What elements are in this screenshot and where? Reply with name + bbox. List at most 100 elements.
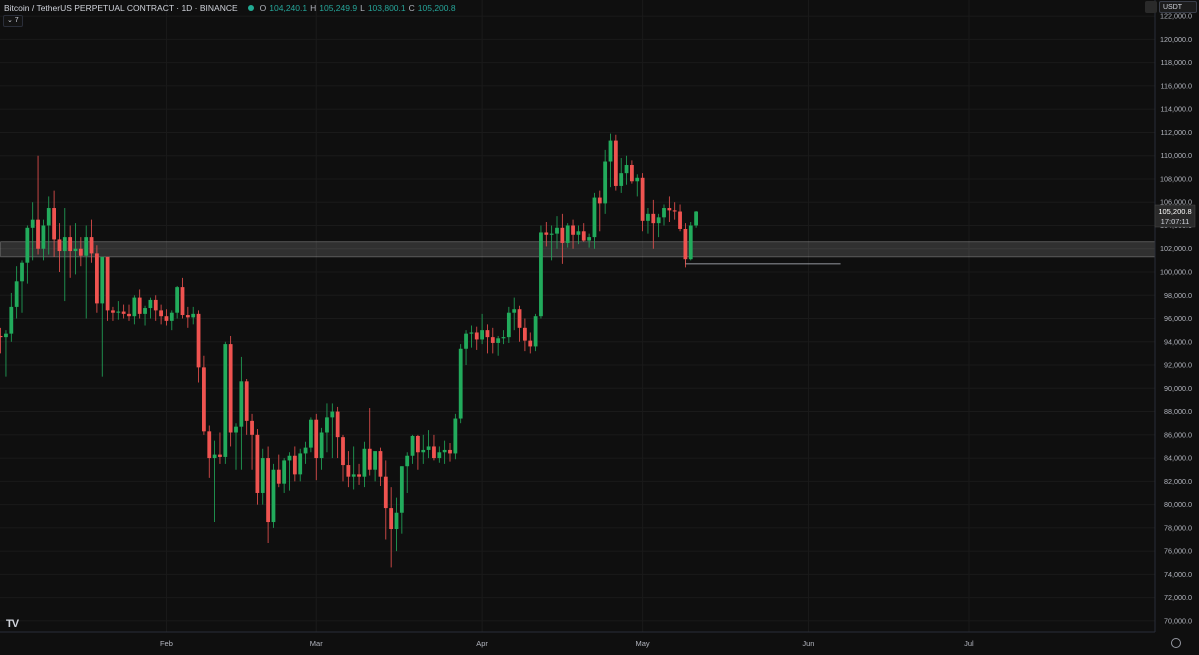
candle-body [341, 437, 345, 466]
candle-body [335, 411, 340, 438]
candle-body [576, 231, 581, 235]
candles [0, 133, 698, 568]
candle-body [314, 419, 319, 459]
price-axis-tick-label: 106,000.0 [1160, 198, 1192, 207]
candle-body [121, 311, 126, 314]
candle-body [153, 299, 158, 311]
candle-body [309, 419, 313, 448]
candle-body [319, 432, 324, 459]
candle-body [325, 417, 329, 433]
candle-body [30, 219, 35, 228]
candle-body [191, 313, 196, 318]
candle-body [453, 418, 458, 454]
candle-body [646, 213, 650, 221]
high-key: H [310, 3, 317, 13]
candle-body [223, 344, 228, 457]
candle-body [624, 165, 629, 174]
time-axis-tick-label: Mar [310, 639, 323, 648]
candle-body [52, 208, 56, 240]
candle-body [688, 225, 693, 260]
close-value: 105,200.8 [417, 3, 456, 13]
candle-body [185, 315, 190, 318]
candle-body [496, 338, 501, 343]
candle-body [694, 211, 698, 226]
candle-body [239, 381, 244, 427]
candle-body [298, 453, 303, 475]
last-price-value: 105,200.8 [1158, 207, 1191, 216]
candle-body [597, 197, 602, 204]
candle-body [672, 210, 677, 212]
candle-body [169, 312, 174, 321]
candle-body [490, 337, 495, 343]
candle-body [137, 297, 142, 314]
candle-body [560, 227, 565, 243]
candle-body [303, 447, 308, 454]
candle-body [9, 306, 14, 334]
symbol-header: Bitcoin / TetherUS PERPETUAL CONTRACT · … [4, 1, 456, 15]
candle-body [4, 333, 8, 338]
candle-body [501, 337, 506, 339]
candle-body [565, 225, 570, 243]
candle-body [399, 466, 404, 513]
candle-body [46, 208, 51, 226]
chart-gridlines [0, 0, 1155, 632]
candle-body [448, 449, 452, 454]
currency-selector[interactable]: USDT [1159, 1, 1197, 13]
candle-body [95, 253, 99, 304]
candle-body [159, 310, 163, 317]
time-axis-tick-label: Jul [964, 639, 974, 648]
candle-body [0, 335, 3, 338]
candle-body [619, 173, 624, 186]
candle-body [255, 434, 260, 493]
price-axis-tick-label: 84,000.0 [1164, 454, 1192, 463]
candle-body [207, 431, 212, 459]
price-axis-tick-label: 76,000.0 [1164, 547, 1192, 556]
candle-body [571, 225, 575, 235]
high-value: 105,249.9 [319, 3, 358, 13]
price-axis-tick-label: 96,000.0 [1164, 314, 1192, 323]
candle-body [100, 256, 105, 304]
time-axis[interactable]: Feb Mar Apr May Jun Jul [160, 639, 974, 648]
candle-body [517, 309, 522, 328]
candle-body [667, 208, 672, 211]
time-axis-tick-label: Jun [802, 639, 814, 648]
candle-body [656, 217, 661, 224]
candle-body [41, 225, 46, 249]
candle-body [587, 237, 591, 241]
candle-body [143, 308, 147, 314]
indicators-collapse-button[interactable]: ⌄ 7 [3, 15, 23, 27]
price-axis-tick-label: 70,000.0 [1164, 616, 1192, 625]
candle-body [528, 340, 533, 347]
candle-body [678, 211, 682, 229]
candle-body [212, 454, 217, 459]
price-axis-tick-label: 74,000.0 [1164, 570, 1192, 579]
candle-body [282, 460, 287, 484]
candle-body [613, 140, 618, 186]
tradingview-logo[interactable]: TV [6, 618, 19, 630]
low-key: L [360, 3, 365, 13]
candle-body [330, 411, 335, 418]
candle-body [89, 237, 94, 254]
candle-body [25, 227, 30, 263]
candle-body [533, 316, 538, 347]
symbol-title[interactable]: Bitcoin / TetherUS PERPETUAL CONTRACT · … [4, 3, 238, 13]
candle-body [544, 232, 549, 235]
candle-body [640, 177, 645, 221]
settings-gear-icon[interactable] [1171, 638, 1181, 648]
price-axis-tick-label: 80,000.0 [1164, 500, 1192, 509]
candle-body [389, 508, 394, 530]
candle-body [271, 469, 276, 523]
candle-body [581, 231, 586, 241]
price-axis-tick-label: 114,000.0 [1161, 105, 1192, 114]
candle-body [196, 313, 201, 368]
time-axis-tick-label: Feb [160, 639, 173, 648]
toolbar-square-button[interactable] [1145, 1, 1157, 13]
candle-body [421, 449, 426, 453]
price-axis-tick-label: 102,000.0 [1160, 244, 1192, 253]
candle-body [367, 448, 372, 470]
candle-body [292, 455, 297, 475]
candle-body [662, 208, 666, 218]
candle-body [512, 309, 517, 313]
candle-body [549, 233, 554, 235]
